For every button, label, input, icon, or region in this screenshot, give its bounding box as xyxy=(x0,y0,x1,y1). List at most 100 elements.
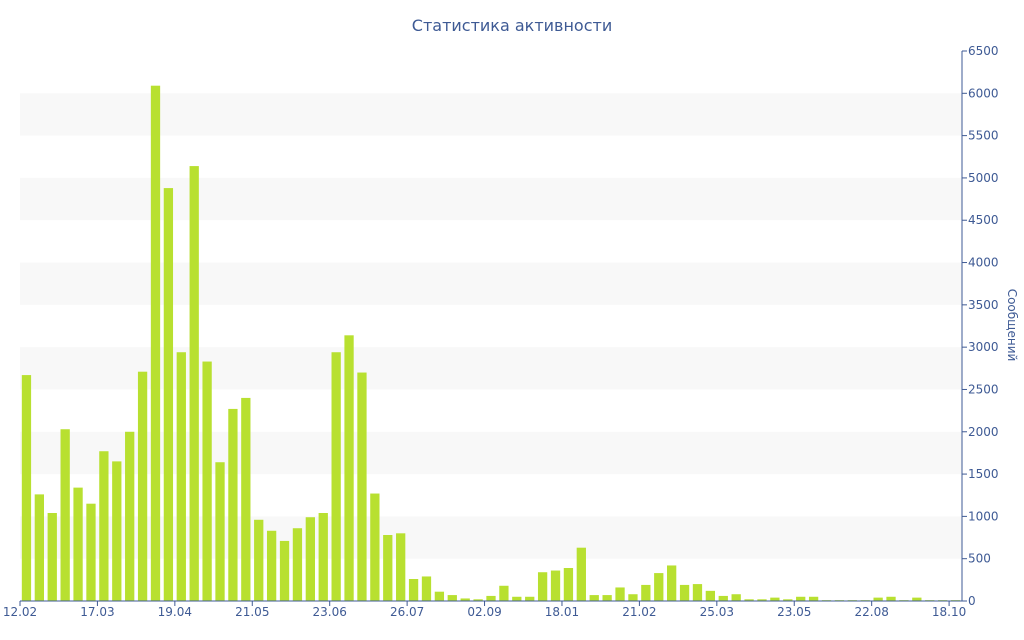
x-tick-label: 02.09 xyxy=(467,605,501,619)
y-tick-label: 4000 xyxy=(968,256,999,270)
bar xyxy=(525,596,535,601)
bar xyxy=(692,584,703,601)
bar xyxy=(318,513,328,601)
x-tick-label: 18.01 xyxy=(545,605,579,619)
bar xyxy=(744,599,754,601)
grid-bands xyxy=(20,93,962,559)
y-tick-label: 0 xyxy=(968,594,976,608)
bar xyxy=(202,361,212,601)
bar xyxy=(473,599,483,601)
x-tick-label: 21.05 xyxy=(235,605,269,619)
bar xyxy=(228,408,238,601)
bar xyxy=(279,540,290,601)
bar xyxy=(886,596,896,601)
y-tick-label: 1000 xyxy=(968,509,999,523)
grid-band xyxy=(20,347,962,390)
bar xyxy=(331,352,341,601)
y-tick-label: 4500 xyxy=(968,213,999,227)
bar xyxy=(254,519,264,601)
y-tick-label: 3000 xyxy=(968,340,999,354)
grid-band xyxy=(20,431,962,475)
bar xyxy=(667,565,677,601)
bar xyxy=(73,487,83,601)
bar xyxy=(731,594,741,601)
bar xyxy=(215,462,225,601)
bar xyxy=(654,573,664,601)
bar xyxy=(396,533,406,601)
x-tick-label: 23.06 xyxy=(313,605,347,619)
bar xyxy=(512,596,522,601)
x-tick-label: 26.07 xyxy=(390,605,424,619)
bar xyxy=(628,594,638,601)
bar xyxy=(447,595,457,601)
bar xyxy=(550,570,561,601)
grid-band xyxy=(20,93,962,136)
grid-band xyxy=(20,177,962,221)
bar xyxy=(808,596,819,601)
bar xyxy=(86,503,96,601)
bar xyxy=(783,599,793,601)
bar xyxy=(873,597,883,601)
bar xyxy=(499,585,509,601)
bar xyxy=(589,595,599,601)
bar xyxy=(796,596,806,601)
bar xyxy=(537,572,548,601)
chart-title: Статистика активности xyxy=(412,16,612,35)
bar xyxy=(163,188,174,601)
x-tick-label: 22.08 xyxy=(854,605,888,619)
bar xyxy=(21,375,32,601)
bar xyxy=(421,576,432,601)
bar xyxy=(460,598,470,601)
bar xyxy=(189,166,199,601)
grid-band xyxy=(20,516,962,559)
bar xyxy=(176,352,186,601)
bar xyxy=(576,547,586,601)
grid-band xyxy=(20,262,962,305)
bar xyxy=(679,584,690,601)
bar xyxy=(705,590,716,601)
bar xyxy=(60,429,70,601)
x-tick-label: 25.03 xyxy=(700,605,734,619)
y-tick-label: 6500 xyxy=(968,44,999,58)
bar xyxy=(912,597,922,601)
y-tick-label: 2500 xyxy=(968,382,999,396)
y-tick-label: 1500 xyxy=(968,467,999,481)
y-tick-label: 5500 xyxy=(968,129,999,143)
bar xyxy=(370,493,380,601)
bar xyxy=(150,85,161,601)
y-tick-label: 3500 xyxy=(968,298,999,312)
bar xyxy=(718,595,728,601)
y-tick-label: 5000 xyxy=(968,171,999,185)
y-axis-title: Сообщений xyxy=(1005,289,1019,362)
bar xyxy=(486,595,496,601)
bar xyxy=(344,335,354,601)
y-tick-label: 6000 xyxy=(968,86,999,100)
bar xyxy=(641,584,651,601)
bar xyxy=(770,597,780,601)
bar xyxy=(34,494,44,601)
y-tick-label: 500 xyxy=(968,552,991,566)
bar xyxy=(47,513,57,601)
y-axis-ticks: 0 500 1000 1500 2000 2500 3000 3500 4000 4500 5000… xyxy=(962,44,999,608)
x-tick-label: 17.03 xyxy=(80,605,114,619)
x-axis-ticks: 12.02 17.03 19.04 21.05 23.06 26.07 02.09 18.01… xyxy=(3,601,966,619)
x-tick-label: 23.05 xyxy=(777,605,811,619)
bar xyxy=(125,431,135,601)
bar xyxy=(383,535,393,601)
bar xyxy=(602,595,612,601)
bar xyxy=(241,397,251,601)
bar xyxy=(137,371,148,601)
x-tick-label: 21.02 xyxy=(622,605,656,619)
bar xyxy=(266,530,277,601)
y-tick-label: 2000 xyxy=(968,425,999,439)
bars xyxy=(21,85,961,601)
x-tick-label: 12.02 xyxy=(3,605,37,619)
bar xyxy=(434,591,445,601)
bar xyxy=(615,587,625,601)
bar xyxy=(305,517,315,601)
bar xyxy=(292,528,303,601)
x-tick-label: 19.04 xyxy=(158,605,192,619)
x-tick-label: 18.10 xyxy=(932,605,966,619)
bar xyxy=(99,451,109,601)
